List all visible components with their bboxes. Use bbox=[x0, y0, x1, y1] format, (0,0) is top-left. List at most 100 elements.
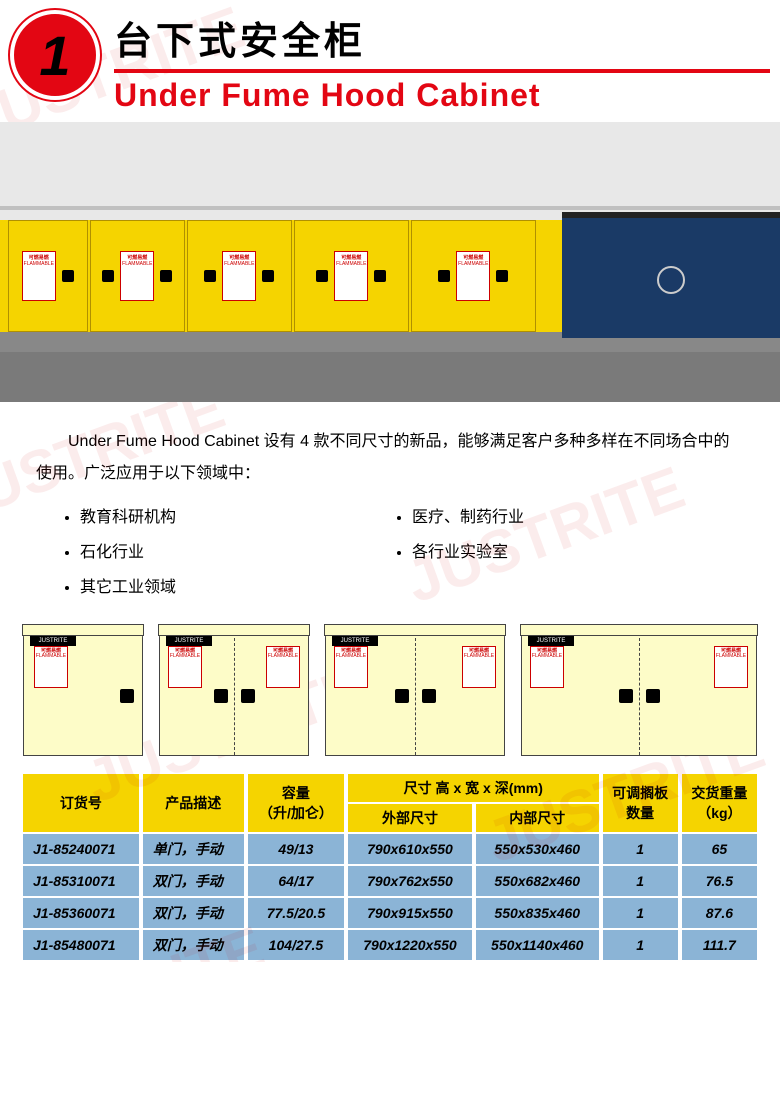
section-number: 1 bbox=[39, 23, 70, 88]
cell-capacity: 77.5/20.5 bbox=[248, 898, 344, 928]
cabinet-thumbnail: JUSTRITE可燃易燃FLAMMABLE bbox=[23, 626, 143, 756]
cell-desc: 双门，手动 bbox=[143, 930, 244, 960]
hero-cabinet: 可燃易燃FLAMMABLE bbox=[8, 220, 88, 332]
col-weight: 交货重量 （kg） bbox=[682, 774, 757, 832]
bullet-item: 教育科研机构 bbox=[80, 500, 412, 535]
cabinet-door: JUSTRITE可燃易燃FLAMMABLE bbox=[326, 638, 416, 755]
brand-plate: JUSTRITE bbox=[166, 636, 212, 646]
cabinet-row: 可燃易燃FLAMMABLE 可燃易燃FLAMMABLE 可燃易燃FLAMMABL… bbox=[8, 220, 536, 332]
hazard-label: 可燃易燃FLAMMABLE bbox=[334, 251, 368, 301]
table-row: J1-85310071双门，手动64/17790x762x550550x682x… bbox=[23, 866, 757, 896]
col-dimensions: 尺寸 高 x 宽 x 深(mm) bbox=[348, 774, 599, 802]
cell-order-no: J1-85360071 bbox=[23, 898, 139, 928]
hero-photo: 可燃易燃FLAMMABLE 可燃易燃FLAMMABLE 可燃易燃FLAMMABL… bbox=[0, 122, 780, 402]
cabinet-thumbnail: JUSTRITE可燃易燃FLAMMABLE可燃易燃FLAMMABLE bbox=[521, 626, 757, 756]
brand-plate: JUSTRITE bbox=[332, 636, 378, 646]
cell-ext-dims: 790x762x550 bbox=[348, 866, 472, 896]
bullets-left-col: 教育科研机构 石化行业 其它工业领域 bbox=[80, 500, 412, 606]
lock-icon bbox=[262, 270, 274, 282]
brand-plate: JUSTRITE bbox=[30, 636, 76, 646]
bullets-right-col: 医疗、制药行业 各行业实验室 bbox=[412, 500, 744, 606]
latch-icon bbox=[120, 689, 134, 703]
cell-weight: 76.5 bbox=[682, 866, 757, 896]
col-capacity: 容量 （升/加仑） bbox=[248, 774, 344, 832]
hazard-label: 可燃易燃FLAMMABLE bbox=[530, 646, 564, 688]
cabinet-door: JUSTRITE可燃易燃FLAMMABLE bbox=[160, 638, 235, 755]
cabinet-thumbnail: JUSTRITE可燃易燃FLAMMABLE可燃易燃FLAMMABLE bbox=[159, 626, 309, 756]
cell-shelves: 1 bbox=[603, 930, 678, 960]
right-bench bbox=[562, 212, 780, 338]
col-dims-internal: 内部尺寸 bbox=[476, 804, 599, 832]
product-thumbnails: JUSTRITE可燃易燃FLAMMABLEJUSTRITE可燃易燃FLAMMAB… bbox=[0, 626, 780, 772]
lock-icon bbox=[316, 270, 328, 282]
bullet-item: 石化行业 bbox=[80, 535, 412, 570]
counter-edge bbox=[0, 206, 780, 210]
latch-icon bbox=[241, 689, 255, 703]
cabinet-door: JUSTRITE可燃易燃FLAMMABLE bbox=[522, 638, 640, 755]
lock-icon bbox=[374, 270, 386, 282]
bullet-item: 各行业实验室 bbox=[412, 535, 744, 570]
latch-icon bbox=[214, 689, 228, 703]
cell-capacity: 49/13 bbox=[248, 834, 344, 864]
cell-capacity: 64/17 bbox=[248, 866, 344, 896]
cell-ext-dims: 790x610x550 bbox=[348, 834, 472, 864]
bullet-item: 其它工业领域 bbox=[80, 570, 412, 605]
cabinet-door: 可燃易燃FLAMMABLE bbox=[416, 638, 505, 755]
cell-capacity: 104/27.5 bbox=[248, 930, 344, 960]
cell-desc: 双门，手动 bbox=[143, 866, 244, 896]
cabinet-door: 可燃易燃FLAMMABLE bbox=[235, 638, 309, 755]
page-header: 1 台下式安全柜 Under Fume Hood Cabinet bbox=[0, 0, 780, 114]
hero-cabinet: 可燃易燃FLAMMABLE bbox=[187, 220, 292, 332]
brand-plate: JUSTRITE bbox=[528, 636, 574, 646]
latch-icon bbox=[422, 689, 436, 703]
latch-icon bbox=[646, 689, 660, 703]
hero-cabinet: 可燃易燃FLAMMABLE bbox=[90, 220, 185, 332]
hero-cabinet: 可燃易燃FLAMMABLE bbox=[294, 220, 409, 332]
title-chinese: 台下式安全柜 bbox=[114, 10, 770, 65]
cell-shelves: 1 bbox=[603, 834, 678, 864]
cabinet-thumbnail: JUSTRITE可燃易燃FLAMMABLE可燃易燃FLAMMABLE bbox=[325, 626, 505, 756]
lock-icon bbox=[438, 270, 450, 282]
hazard-label: 可燃易燃FLAMMABLE bbox=[34, 646, 68, 688]
title-divider bbox=[114, 69, 770, 73]
hazard-label: 可燃易燃FLAMMABLE bbox=[456, 251, 490, 301]
table-row: J1-85360071双门，手动77.5/20.5790x915x550550x… bbox=[23, 898, 757, 928]
hazard-label: 可燃易燃FLAMMABLE bbox=[222, 251, 256, 301]
application-bullets: 教育科研机构 石化行业 其它工业领域 医疗、制药行业 各行业实验室 bbox=[0, 500, 780, 626]
hazard-label: 可燃易燃FLAMMABLE bbox=[334, 646, 368, 688]
cabinet-door: 可燃易燃FLAMMABLE bbox=[640, 638, 757, 755]
cell-desc: 双门，手动 bbox=[143, 898, 244, 928]
cell-order-no: J1-85310071 bbox=[23, 866, 139, 896]
hazard-label: 可燃易燃FLAMMABLE bbox=[22, 251, 56, 301]
hazard-label: 可燃易燃FLAMMABLE bbox=[168, 646, 202, 688]
lock-icon bbox=[496, 270, 508, 282]
hazard-label: 可燃易燃FLAMMABLE bbox=[266, 646, 300, 688]
latch-icon bbox=[619, 689, 633, 703]
cell-weight: 111.7 bbox=[682, 930, 757, 960]
cell-shelves: 1 bbox=[603, 866, 678, 896]
cell-int-dims: 550x530x460 bbox=[476, 834, 599, 864]
spec-table: 订货号 产品描述 容量 （升/加仑） 尺寸 高 x 宽 x 深(mm) 可调搁板… bbox=[19, 772, 761, 962]
cell-int-dims: 550x835x460 bbox=[476, 898, 599, 928]
hazard-label: 可燃易燃FLAMMABLE bbox=[714, 646, 748, 688]
lock-icon bbox=[204, 270, 216, 282]
hazard-label: 可燃易燃FLAMMABLE bbox=[120, 251, 154, 301]
cell-desc: 单门，手动 bbox=[143, 834, 244, 864]
table-row: J1-85240071单门，手动49/13790x610x550550x530x… bbox=[23, 834, 757, 864]
hazard-label: 可燃易燃FLAMMABLE bbox=[462, 646, 496, 688]
lock-icon bbox=[160, 270, 172, 282]
cell-order-no: J1-85240071 bbox=[23, 834, 139, 864]
cell-int-dims: 550x1140x460 bbox=[476, 930, 599, 960]
hero-cabinet: 可燃易燃FLAMMABLE bbox=[411, 220, 536, 332]
col-shelves: 可调搁板 数量 bbox=[603, 774, 678, 832]
title-english: Under Fume Hood Cabinet bbox=[114, 77, 770, 114]
intro-paragraph: Under Fume Hood Cabinet 设有 4 款不同尺寸的新品，能够… bbox=[0, 402, 780, 500]
cell-ext-dims: 790x915x550 bbox=[348, 898, 472, 928]
col-product-desc: 产品描述 bbox=[143, 774, 244, 832]
title-block: 台下式安全柜 Under Fume Hood Cabinet bbox=[114, 10, 770, 114]
cell-ext-dims: 790x1220x550 bbox=[348, 930, 472, 960]
col-dims-external: 外部尺寸 bbox=[348, 804, 472, 832]
cell-order-no: J1-85480071 bbox=[23, 930, 139, 960]
lock-icon bbox=[62, 270, 74, 282]
bullet-item: 医疗、制药行业 bbox=[412, 500, 744, 535]
